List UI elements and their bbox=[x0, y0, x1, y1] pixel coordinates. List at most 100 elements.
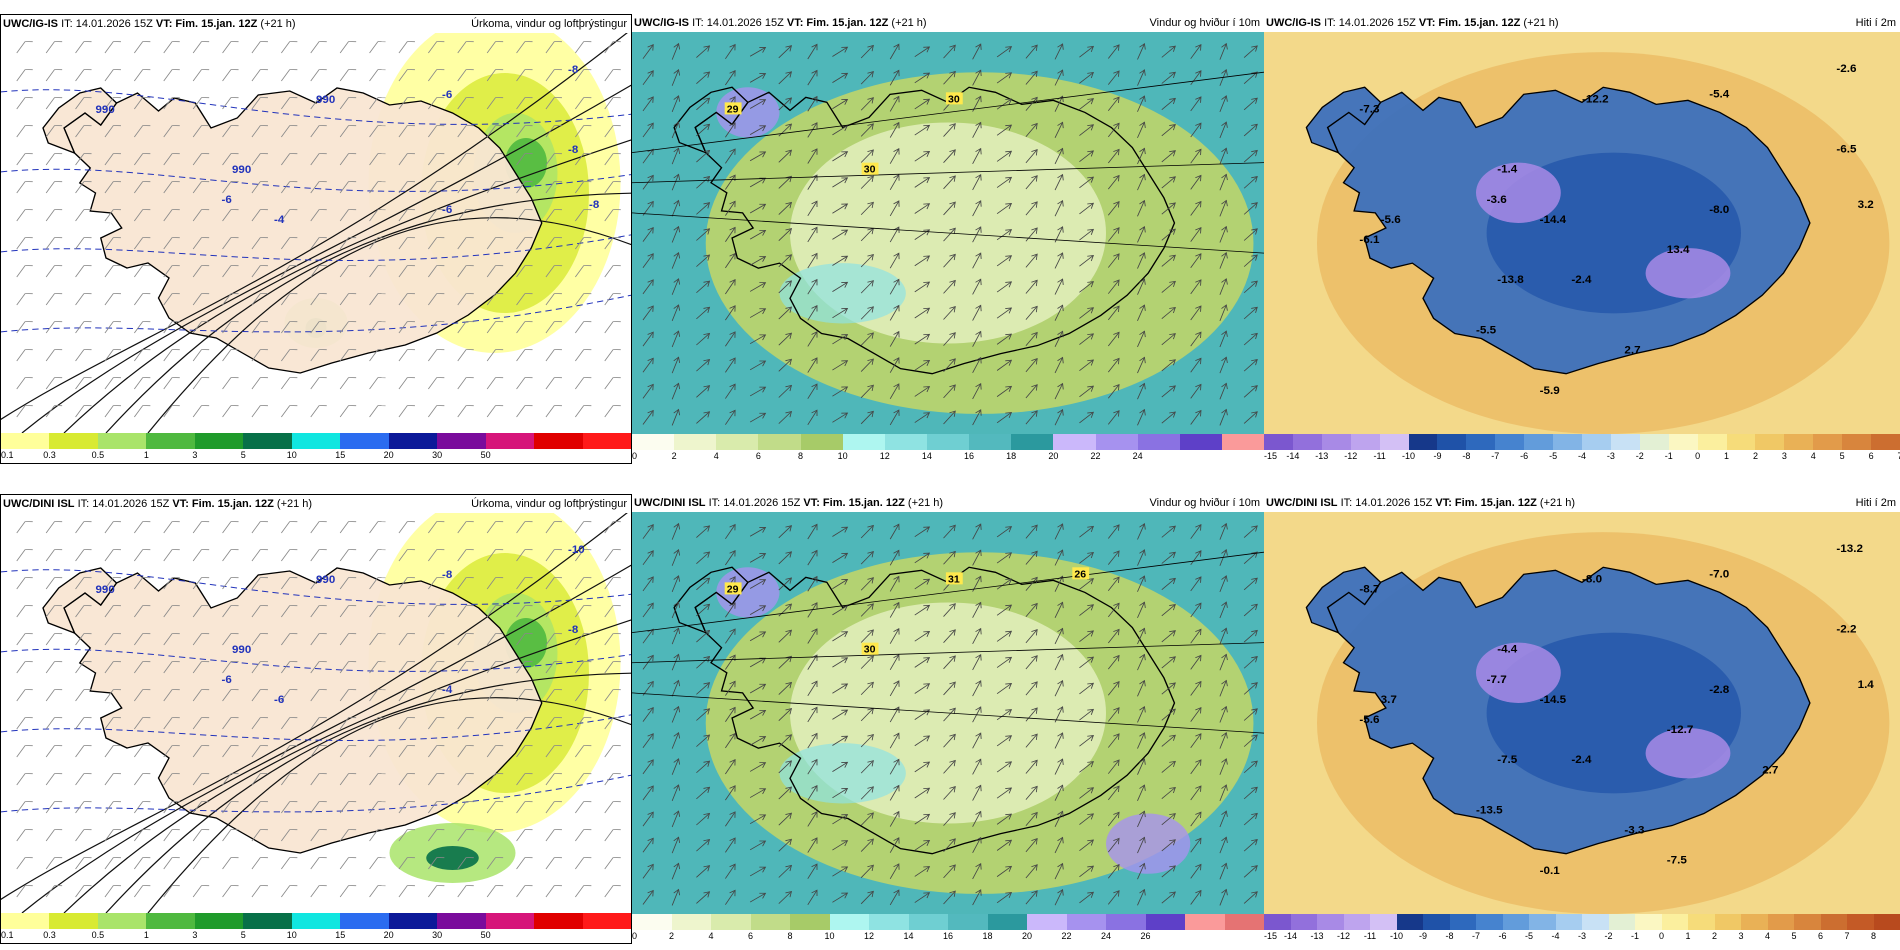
wind-barb-icon bbox=[192, 209, 210, 222]
wind-barb-icon bbox=[575, 829, 592, 842]
wind-barb-icon bbox=[339, 773, 357, 786]
colorbar-swatch bbox=[829, 914, 869, 930]
map-area[interactable]: 29 30 30 bbox=[632, 32, 1264, 434]
wind-barb-icon bbox=[222, 69, 239, 82]
wind-barb-icon bbox=[575, 125, 592, 138]
wind-arrow-icon bbox=[889, 810, 900, 827]
wind-arrow-icon bbox=[725, 602, 736, 618]
map-area[interactable]: -8.7 -8.0 -4.4 -7.0 -13.2 -2.2 -7.7 -14.5 -2.8 1.… bbox=[1264, 512, 1900, 914]
wind-barb-icon bbox=[192, 661, 210, 674]
wind-barb-icon bbox=[251, 41, 268, 54]
wind-arrow-icon bbox=[943, 227, 956, 242]
wind-arrow-icon bbox=[1219, 575, 1228, 593]
wind-barb-icon bbox=[104, 689, 121, 702]
wind-arrow-icon bbox=[889, 174, 900, 190]
wind-arrow-icon bbox=[860, 384, 874, 398]
wind-barb-icon bbox=[428, 209, 445, 222]
wind-arrow-icon bbox=[1190, 122, 1202, 138]
wind-arrow-icon bbox=[1161, 97, 1176, 110]
wind-barb-icon bbox=[163, 717, 180, 730]
wind-arrow-icon bbox=[725, 523, 736, 540]
wind-arrow-icon bbox=[914, 360, 931, 371]
wind-arrow-icon bbox=[1107, 383, 1120, 399]
wind-barb-icon bbox=[545, 377, 562, 390]
wind-arrow-icon bbox=[1107, 524, 1120, 539]
wind-barb-icon bbox=[104, 773, 121, 786]
wind-barb-icon bbox=[222, 209, 239, 222]
wind-arrow-icon bbox=[1243, 682, 1258, 695]
wind-barb-icon bbox=[75, 405, 92, 418]
wind-arrow-icon bbox=[832, 657, 849, 668]
wind-barb-icon bbox=[457, 321, 474, 334]
wind-barb-icon bbox=[45, 577, 63, 590]
wind-barb-icon bbox=[281, 661, 298, 674]
lead-time: (+21 h) bbox=[260, 18, 296, 30]
colorbar-tick-label: -12 bbox=[1344, 451, 1358, 461]
wind-barb-icon bbox=[251, 661, 268, 674]
wind-barb-icon bbox=[281, 153, 298, 166]
colorbar-tick-label: 10 bbox=[286, 930, 297, 940]
colorbar-tick-label: -3 bbox=[1606, 451, 1615, 461]
colorbar-swatch bbox=[1095, 434, 1138, 450]
wind-arrow-icon bbox=[1161, 333, 1176, 346]
wind-arrow-icon bbox=[778, 45, 793, 59]
wind-arrow-icon bbox=[1025, 681, 1038, 696]
temperature-label: 3.2 bbox=[1858, 199, 1874, 211]
colorbar: 0 2 4 6 8 10 12 14 16 18 20 22 24 26 bbox=[632, 914, 1264, 944]
colorbar-tick-label: -13 bbox=[1310, 931, 1324, 941]
wind-arrow-icon bbox=[1161, 577, 1176, 590]
wind-arrow-icon bbox=[1243, 838, 1258, 852]
wind-arrow-icon bbox=[914, 813, 931, 825]
wind-arrow-icon bbox=[696, 306, 711, 320]
wind-arrow-icon bbox=[671, 251, 681, 269]
wind-barb-icon bbox=[339, 521, 357, 534]
colorbar-tick-label: -11 bbox=[1373, 451, 1386, 461]
wind-arrow-icon bbox=[889, 278, 900, 295]
colorbar-swatch bbox=[437, 913, 486, 929]
colorbar-tick-label: 16 bbox=[964, 451, 975, 461]
wind-arrow-icon bbox=[1107, 863, 1120, 879]
wind-arrow-icon bbox=[671, 278, 681, 295]
colorbar-tick-label: -4 bbox=[1577, 451, 1587, 461]
map-area[interactable]: -7.3 -12.2 -1.4 -5.4 -2.6 -6.5 -3.6 -14.4 -8.0 3.… bbox=[1264, 32, 1900, 434]
wind-arrow-icon bbox=[1243, 734, 1258, 747]
map-area[interactable]: 990 990 990 -8 -10 -8 -6 -6 -4 bbox=[1, 513, 631, 913]
colorbar-tick-label: 2 bbox=[668, 931, 675, 941]
wind-arrow-icon bbox=[972, 278, 982, 295]
wind-arrow-icon bbox=[749, 605, 767, 615]
temperature-label: -14.4 bbox=[1540, 214, 1567, 226]
wind-barb-icon bbox=[104, 405, 121, 418]
wind-arrow-icon bbox=[1161, 45, 1176, 58]
wind-arrow-icon bbox=[696, 358, 711, 372]
wind-barb-icon bbox=[45, 549, 63, 562]
model-name: UWC/DINI ISL bbox=[1266, 497, 1338, 509]
wind-arrow-icon bbox=[778, 577, 793, 591]
wind-arrow-icon bbox=[749, 840, 767, 851]
wind-barb-icon bbox=[516, 577, 533, 590]
wind-arrow-icon bbox=[696, 682, 711, 695]
wind-arrow-icon bbox=[1190, 96, 1202, 112]
wind-arrow-icon bbox=[1025, 227, 1038, 242]
wind-arrow-icon bbox=[1161, 280, 1176, 293]
wind-barb-icon bbox=[310, 69, 327, 82]
colorbar-tick-label: 10 bbox=[824, 931, 835, 941]
wind-arrow-icon bbox=[642, 305, 654, 321]
wind-barb-icon bbox=[222, 577, 239, 590]
wind-arrow-icon bbox=[807, 357, 818, 373]
wind-arrow-icon bbox=[1054, 732, 1064, 749]
wind-arrow-icon bbox=[832, 255, 849, 266]
map-area[interactable]: 990 990 990 -6 -8 -8 -6 -4 -6 -8 bbox=[1, 33, 631, 433]
wind-barb-icon bbox=[222, 801, 239, 814]
colorbar-swatch bbox=[485, 433, 535, 449]
wind-barb-icon bbox=[486, 605, 504, 618]
wind-barb-icon bbox=[45, 605, 63, 618]
wind-arrow-icon bbox=[778, 812, 793, 826]
wind-arrow-icon bbox=[1190, 524, 1202, 539]
wind-barb-icon bbox=[428, 717, 445, 730]
wind-arrow-icon bbox=[807, 226, 818, 243]
wind-arrow-icon bbox=[943, 759, 956, 774]
panel-header: UWC/DINI ISL IT: 14.01.2026 15Z VT: Fim.… bbox=[1, 495, 631, 513]
wind-arrow-icon bbox=[914, 604, 931, 616]
wind-arrow-icon bbox=[860, 123, 874, 137]
map-area[interactable]: 29 31 30 26 bbox=[632, 512, 1264, 914]
